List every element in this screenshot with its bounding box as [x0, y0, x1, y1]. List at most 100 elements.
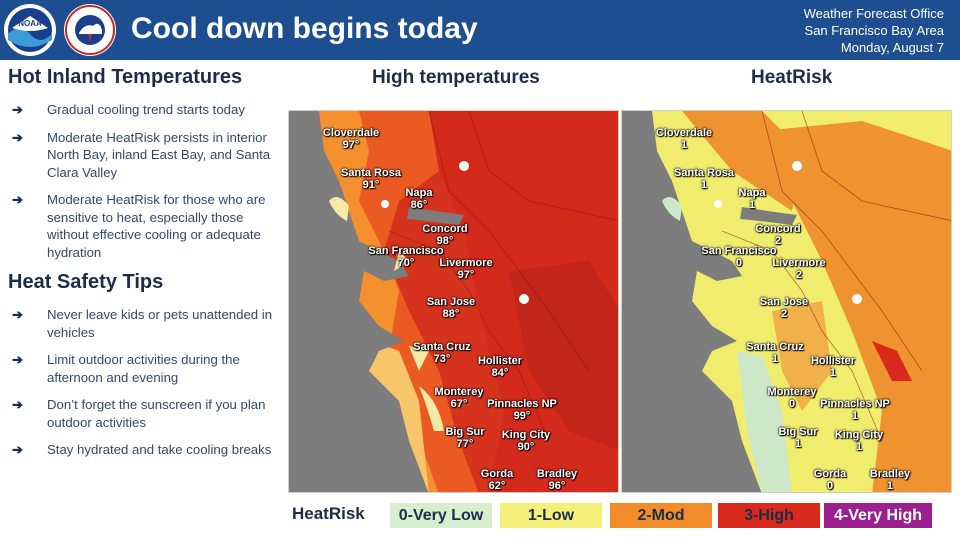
city-label: Pinnacles NP 99° — [487, 398, 557, 422]
heatrisk-map: Cloverdale 1 Santa Rosa 1 Napa 1 Concord 2 S… — [621, 110, 952, 493]
arrow-icon: ➔ — [12, 129, 24, 145]
bullet-item: ➔ Gradual cooling trend starts today — [8, 101, 283, 119]
city-label: Cloverdale 97° — [323, 127, 379, 151]
city-value: 1 — [748, 199, 756, 211]
bullet-item: ➔ Limit outdoor activities during the aft… — [8, 351, 283, 386]
city-name: Big Sur — [778, 426, 818, 438]
high-temps-map-graphic — [289, 111, 618, 492]
city-name: Santa Rosa — [341, 167, 401, 179]
city-label: Livermore 2 — [772, 257, 825, 281]
city-name: Concord — [422, 223, 468, 235]
legend-item-very-high: 4-Very High — [824, 503, 932, 528]
bullet-item: ➔ Moderate HeatRisk for those who are sen… — [8, 191, 283, 261]
city-label: King City 1 — [835, 429, 883, 453]
bullet-item: ➔ Moderate HeatRisk persists in interior … — [8, 129, 283, 182]
page-title: Cool down begins today — [131, 12, 478, 45]
arrow-icon: ➔ — [12, 192, 24, 207]
city-value: 99° — [513, 410, 531, 422]
city-name: King City — [501, 429, 551, 441]
city-label: Bradley 96° — [537, 468, 577, 492]
city-value: 0 — [788, 398, 796, 410]
heatrisk-map-graphic — [622, 111, 951, 492]
city-label: San Francisco 0 — [701, 245, 776, 269]
city-name: Gorda — [813, 468, 847, 480]
city-value: 70° — [397, 257, 415, 269]
city-name: Concord — [755, 223, 801, 235]
nws-logo — [64, 4, 116, 56]
section-heading-hot-temps: Hot Inland Temperatures — [8, 66, 243, 88]
city-value: 62° — [488, 480, 506, 492]
city-label: King City 90° — [502, 429, 550, 453]
city-name: Livermore — [772, 257, 826, 269]
bullet-text: Moderate HeatRisk for those who are sens… — [47, 192, 266, 260]
forecast-date: Monday, August 7 — [840, 40, 944, 55]
city-value: 91° — [362, 179, 380, 191]
heatrisk-legend: HeatRisk 0-Very Low 1-Low 2-Mod 3-High 4… — [288, 500, 936, 528]
city-name: Monterey — [434, 386, 484, 398]
city-value: 77° — [456, 438, 474, 450]
city-value: 1 — [829, 367, 837, 379]
city-label: Monterey 0 — [768, 386, 817, 410]
legend-title: HeatRisk — [292, 504, 365, 523]
bullet-text: Moderate HeatRisk persists in interior N… — [47, 129, 271, 180]
city-name: Monterey — [767, 386, 817, 398]
bullet-item: ➔ Never leave kids or pets unattended in … — [8, 306, 283, 341]
city-label: Gorda 62° — [481, 468, 513, 492]
city-value: 1 — [855, 441, 863, 453]
city-name: San Francisco — [368, 245, 444, 257]
city-label: San Francisco 70° — [368, 245, 443, 269]
city-label: Cloverdale 1 — [656, 127, 712, 151]
city-label: Monterey 67° — [435, 386, 484, 410]
header-bar: NOAA Cool down begins today Weather Fore… — [0, 0, 960, 60]
city-name: Santa Cruz — [413, 341, 471, 353]
city-label: Concord 2 — [755, 223, 800, 247]
city-label: Santa Cruz 1 — [746, 341, 803, 365]
city-name: Bradley — [536, 468, 578, 480]
city-value: 1 — [700, 179, 708, 191]
city-name: Hollister — [810, 355, 856, 367]
city-value: 67° — [450, 398, 468, 410]
legend-item-low: 1-Low — [500, 503, 602, 528]
city-label: Hollister 84° — [478, 355, 522, 379]
city-value: 2 — [795, 269, 803, 281]
high-temps-map: Cloverdale 97° Santa Rosa 91° Napa 86° Conc… — [288, 110, 619, 493]
bullet-text: Never leave kids or pets unattended in v… — [47, 307, 273, 340]
city-name: Cloverdale — [655, 127, 713, 139]
city-name: Santa Cruz — [746, 341, 804, 353]
city-name: Gorda — [480, 468, 514, 480]
office-name: Weather Forecast Office — [803, 6, 944, 21]
city-label: Santa Rosa 91° — [341, 167, 401, 191]
city-label: Bradley 1 — [870, 468, 910, 492]
office-info: Weather Forecast Office San Francisco Ba… — [804, 5, 944, 56]
city-value: 1 — [794, 438, 802, 450]
city-value: 97° — [342, 139, 360, 151]
arrow-icon: ➔ — [12, 442, 24, 457]
high-temps-map-title: High temperatures — [372, 67, 540, 88]
city-value: 2 — [780, 308, 788, 320]
city-label: Big Sur 77° — [445, 426, 484, 450]
legend-item-very-low: 0-Very Low — [390, 503, 492, 528]
city-name: King City — [834, 429, 884, 441]
city-value: 0 — [826, 480, 834, 492]
city-label: Livermore 97° — [439, 257, 492, 281]
city-label: Santa Cruz 73° — [413, 341, 470, 365]
bullet-text: Gradual cooling trend starts today — [47, 102, 245, 117]
city-value: 2 — [774, 235, 782, 247]
city-name: Napa — [405, 187, 433, 199]
heatrisk-map-title: HeatRisk — [751, 67, 833, 88]
city-value: 97° — [457, 269, 475, 281]
city-label: Gorda 0 — [814, 468, 846, 492]
office-area: San Francisco Bay Area — [804, 23, 944, 38]
city-label: San Jose 2 — [760, 296, 808, 320]
city-value: 1 — [771, 353, 779, 365]
arrow-icon: ➔ — [12, 352, 24, 367]
city-value: 98° — [436, 235, 454, 247]
city-value: 1 — [886, 480, 894, 492]
noaa-logo: NOAA — [4, 4, 56, 56]
city-name: Big Sur — [445, 426, 485, 438]
city-name: Cloverdale — [322, 127, 380, 139]
safety-tips-bullet-list: ➔ Never leave kids or pets unattended in … — [8, 306, 283, 459]
city-value: 84° — [491, 367, 509, 379]
city-label: Napa 86° — [406, 187, 433, 211]
city-label: Hollister 1 — [811, 355, 855, 379]
